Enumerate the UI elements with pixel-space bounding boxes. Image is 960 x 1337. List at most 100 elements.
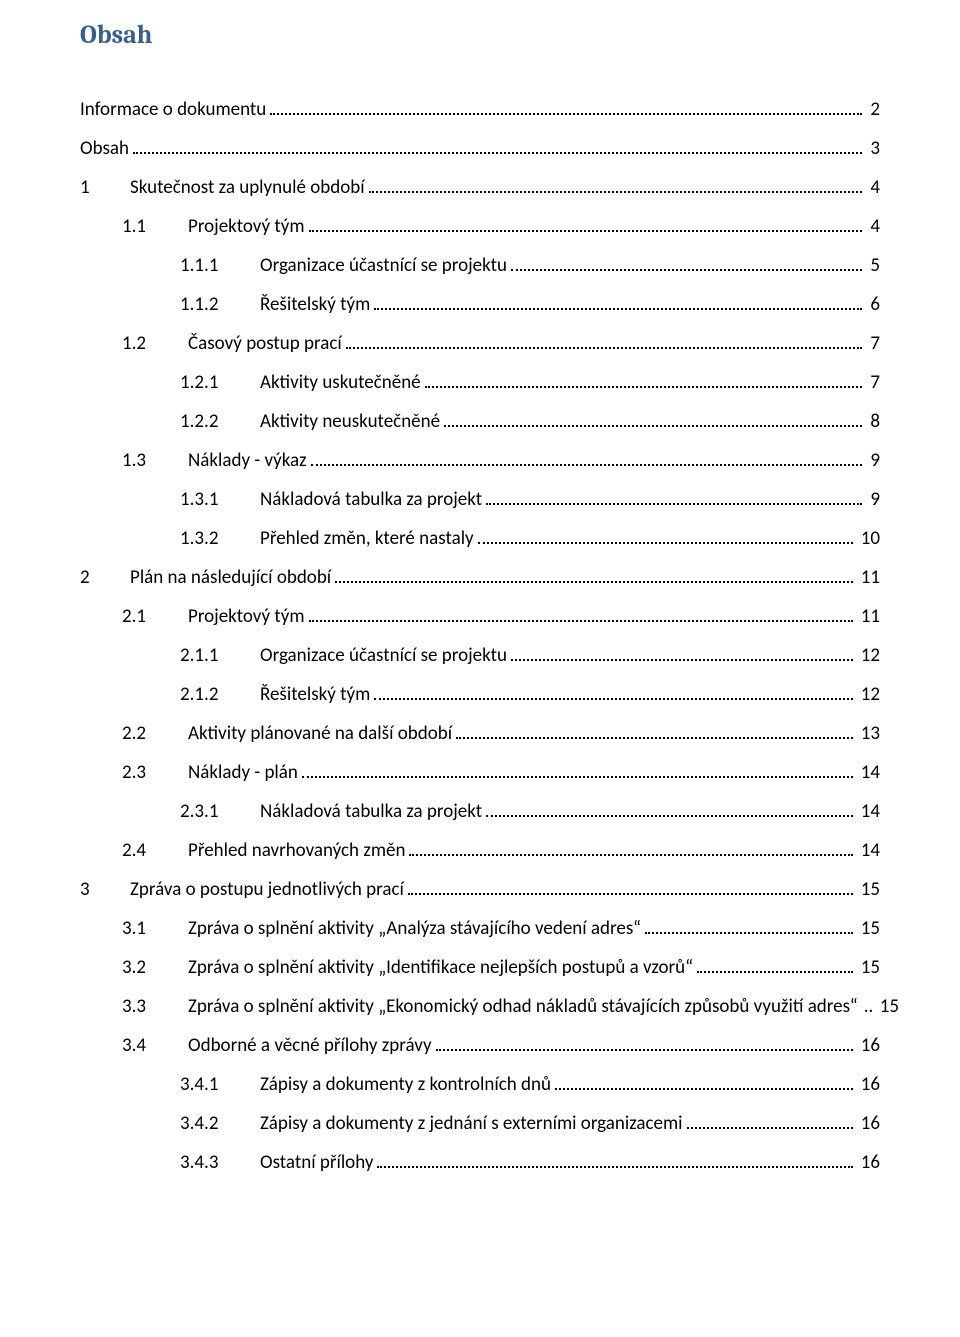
toc-entry-number: 3.2 bbox=[122, 958, 188, 977]
toc-entry[interactable]: Obsah 3 bbox=[80, 139, 880, 158]
toc-entry-page: 9 bbox=[866, 490, 880, 509]
toc-leader bbox=[486, 815, 853, 817]
toc-entry-page: 15 bbox=[857, 919, 880, 938]
toc-entry-number: 1.3.1 bbox=[180, 490, 260, 509]
toc-entry-label: Přehled změn, které nastaly bbox=[260, 529, 478, 548]
toc-leader bbox=[302, 776, 853, 778]
toc-leader bbox=[309, 620, 853, 622]
toc-leader bbox=[456, 737, 853, 739]
toc-leader bbox=[374, 698, 852, 700]
toc-entry-page: 12 bbox=[857, 646, 880, 665]
toc-entry[interactable]: 3.2Zpráva o splnění aktivity „Identifika… bbox=[80, 958, 880, 977]
toc-entry[interactable]: 1.1.2Řešitelský tým6 bbox=[80, 295, 880, 314]
toc-entry-label: Nákladová tabulka za projekt bbox=[260, 802, 486, 821]
toc-entry[interactable]: 2.1Projektový tým11 bbox=[80, 607, 880, 626]
toc-entry-label: Odborné a věcné přílohy zprávy bbox=[188, 1036, 436, 1055]
toc-entry[interactable]: 1.1Projektový tým 4 bbox=[80, 217, 880, 236]
toc-entry[interactable]: 1Skutečnost za uplynulé období4 bbox=[80, 178, 880, 197]
toc-entry[interactable]: 2.2Aktivity plánované na další období13 bbox=[80, 724, 880, 743]
toc-entry-page: 4 bbox=[866, 178, 880, 197]
toc-entry-number: 2.4 bbox=[122, 841, 188, 860]
toc-entry-label: Zpráva o splnění aktivity „Identifikace … bbox=[188, 958, 697, 977]
toc-entry-label: Projektový tým bbox=[188, 217, 309, 236]
toc-entry-number: 2.1.1 bbox=[180, 646, 260, 665]
toc-entry[interactable]: 2Plán na následující období11 bbox=[80, 568, 880, 587]
toc-leader bbox=[346, 347, 863, 349]
toc-entry-page: 16 bbox=[857, 1075, 880, 1094]
toc-entry-page: 13 bbox=[857, 724, 880, 743]
toc-entry-page: 4 bbox=[866, 217, 880, 236]
toc-entry-label: Přehled navrhovaných změn bbox=[188, 841, 409, 860]
toc-entry-label: Organizace účastnící se projektu bbox=[260, 256, 511, 275]
toc-entry-number: 2.2 bbox=[122, 724, 188, 743]
toc-leader bbox=[425, 386, 863, 388]
toc-entry[interactable]: 1.3Náklady - výkaz 9 bbox=[80, 451, 880, 470]
toc-leader bbox=[436, 1049, 853, 1051]
toc-entry-label: Obsah bbox=[80, 139, 133, 158]
toc-leader bbox=[369, 191, 863, 193]
toc-entry-number: 2.1 bbox=[122, 607, 188, 626]
toc-leader bbox=[311, 464, 863, 466]
toc-entry-number: 1.1.1 bbox=[180, 256, 260, 275]
toc-leader bbox=[511, 269, 862, 271]
toc-entry[interactable]: 3.1Zpráva o splnění aktivity „Analýza st… bbox=[80, 919, 880, 938]
toc-leader bbox=[133, 152, 862, 154]
toc-entry-page: 15 bbox=[857, 958, 880, 977]
toc-entry[interactable]: 3.4.3Ostatní přílohy16 bbox=[80, 1153, 880, 1172]
toc-entry[interactable]: 1.3.1Nákladová tabulka za projekt9 bbox=[80, 490, 880, 509]
toc-entry[interactable]: 1.2.1Aktivity uskutečněné7 bbox=[80, 373, 880, 392]
toc-entry-page: 9 bbox=[866, 451, 880, 470]
toc-entry[interactable]: 1.1.1Organizace účastnící se projektu5 bbox=[80, 256, 880, 275]
toc-entry[interactable]: 2.3Náklady - plán14 bbox=[80, 763, 880, 782]
toc-entry[interactable]: Informace o dokumentu2 bbox=[80, 100, 880, 119]
toc-entry-label: Aktivity neuskutečněné bbox=[260, 412, 444, 431]
toc-leader bbox=[335, 581, 853, 583]
toc-entry[interactable]: 3Zpráva o postupu jednotlivých prací15 bbox=[80, 880, 880, 899]
toc-entry-page: 3 bbox=[866, 139, 880, 158]
toc-entry-number: 1.1.2 bbox=[180, 295, 260, 314]
toc-entry-number: 1.2.1 bbox=[180, 373, 260, 392]
toc-entry-page: 11 bbox=[857, 568, 880, 587]
toc-entry-label: Zpráva o splnění aktivity „Ekonomický od… bbox=[188, 997, 862, 1016]
toc-leader bbox=[645, 932, 853, 934]
toc-entry-page: 7 bbox=[866, 373, 880, 392]
toc-entry-number: 3.4.1 bbox=[180, 1075, 260, 1094]
toc-entry-number: 3.4.2 bbox=[180, 1114, 260, 1133]
toc-entry-page: 7 bbox=[866, 334, 880, 353]
toc-entry-number: 2 bbox=[80, 568, 130, 587]
toc-entry[interactable]: 2.3.1Nákladová tabulka za projekt14 bbox=[80, 802, 880, 821]
toc-entry-label: Řešitelský tým bbox=[260, 295, 374, 314]
toc-entry-page: 10 bbox=[857, 529, 880, 548]
toc-entry[interactable]: 3.4Odborné a věcné přílohy zprávy16 bbox=[80, 1036, 880, 1055]
toc-entry-number: 3.4.3 bbox=[180, 1153, 260, 1172]
toc-entry-label: Zápisy a dokumenty z jednání s externími… bbox=[260, 1114, 687, 1133]
toc-entry-number: 1.3.2 bbox=[180, 529, 260, 548]
toc-entry-label: Zápisy a dokumenty z kontrolních dnů bbox=[260, 1075, 555, 1094]
toc-entry[interactable]: 3.4.2Zápisy a dokumenty z jednání s exte… bbox=[80, 1114, 880, 1133]
toc-entry[interactable]: 1.2.2Aktivity neuskutečněné8 bbox=[80, 412, 880, 431]
toc-entry-number: 1.3 bbox=[122, 451, 188, 470]
toc-entry-number: 3.1 bbox=[122, 919, 188, 938]
toc-entry[interactable]: 2.4Přehled navrhovaných změn14 bbox=[80, 841, 880, 860]
toc-entry-label: Náklady - plán bbox=[188, 763, 302, 782]
toc-entry-label: Organizace účastnící se projektu bbox=[260, 646, 511, 665]
toc-entry-page: 14 bbox=[857, 802, 880, 821]
toc-entry-page: 12 bbox=[857, 685, 880, 704]
toc-entry[interactable]: 1.2Časový postup prací7 bbox=[80, 334, 880, 353]
toc-entry-number: 1.1 bbox=[122, 217, 188, 236]
toc-leader bbox=[309, 230, 863, 232]
toc-entry-label: Zpráva o postupu jednotlivých prací bbox=[130, 880, 408, 899]
toc-leader bbox=[511, 659, 853, 661]
toc-entry-label: Náklady - výkaz bbox=[188, 451, 311, 470]
toc-entry[interactable]: 2.1.1Organizace účastnící se projektu 12 bbox=[80, 646, 880, 665]
toc-entry[interactable]: 2.1.2Řešitelský tým12 bbox=[80, 685, 880, 704]
toc-entry-label: Řešitelský tým bbox=[260, 685, 374, 704]
toc-entry[interactable]: 3.3Zpráva o splnění aktivity „Ekonomický… bbox=[80, 997, 880, 1016]
page-title: Obsah bbox=[80, 20, 880, 50]
toc-leader bbox=[555, 1088, 853, 1090]
toc-leader bbox=[697, 971, 853, 973]
toc-leader bbox=[408, 893, 853, 895]
toc-entry[interactable]: 3.4.1Zápisy a dokumenty z kontrolních dn… bbox=[80, 1075, 880, 1094]
toc-entry-label: Informace o dokumentu bbox=[80, 100, 270, 119]
toc-entry[interactable]: 1.3.2Přehled změn, které nastaly 10 bbox=[80, 529, 880, 548]
